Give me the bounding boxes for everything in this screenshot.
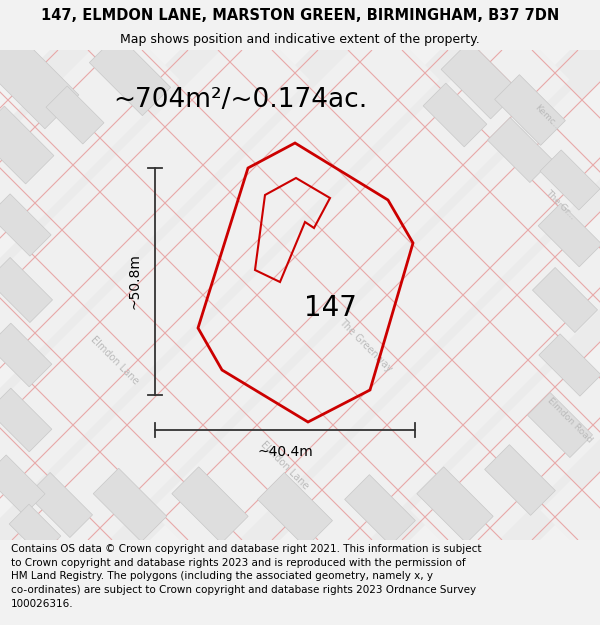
Text: ~704m²/~0.174ac.: ~704m²/~0.174ac. (113, 87, 367, 113)
Polygon shape (423, 83, 487, 147)
Polygon shape (0, 388, 52, 452)
Polygon shape (0, 455, 45, 515)
Polygon shape (417, 467, 493, 543)
Polygon shape (89, 34, 170, 116)
Polygon shape (539, 334, 600, 396)
Text: 147: 147 (304, 294, 356, 322)
Polygon shape (485, 444, 556, 516)
Polygon shape (538, 203, 600, 267)
Polygon shape (46, 86, 104, 144)
Polygon shape (0, 194, 51, 256)
Text: The Greenway: The Greenway (337, 316, 394, 374)
Text: Contains OS data © Crown copyright and database right 2021. This information is : Contains OS data © Crown copyright and d… (11, 544, 481, 609)
Polygon shape (0, 106, 54, 184)
Polygon shape (0, 323, 52, 387)
Text: ~40.4m: ~40.4m (257, 445, 313, 459)
Polygon shape (527, 392, 593, 458)
Polygon shape (487, 118, 553, 182)
Text: 147, ELMDON LANE, MARSTON GREEN, BIRMINGHAM, B37 7DN: 147, ELMDON LANE, MARSTON GREEN, BIRMING… (41, 9, 559, 24)
Text: ~50.8m: ~50.8m (128, 254, 142, 309)
Text: Elmdon Lane: Elmdon Lane (259, 439, 311, 491)
Polygon shape (257, 472, 332, 548)
Polygon shape (532, 268, 598, 332)
Polygon shape (172, 467, 248, 543)
Polygon shape (0, 31, 79, 129)
Polygon shape (494, 74, 565, 146)
Polygon shape (344, 474, 415, 546)
Polygon shape (28, 472, 92, 538)
Text: Kemc...: Kemc... (533, 103, 563, 133)
Polygon shape (441, 41, 519, 119)
Text: Elmdon Lane: Elmdon Lane (89, 334, 141, 386)
Polygon shape (9, 504, 61, 556)
Text: The Gr...: The Gr... (544, 188, 577, 222)
Text: Elmdon Road: Elmdon Road (546, 396, 594, 444)
Polygon shape (540, 150, 600, 210)
Text: Map shows position and indicative extent of the property.: Map shows position and indicative extent… (120, 34, 480, 46)
Polygon shape (93, 468, 167, 542)
Polygon shape (0, 258, 53, 322)
